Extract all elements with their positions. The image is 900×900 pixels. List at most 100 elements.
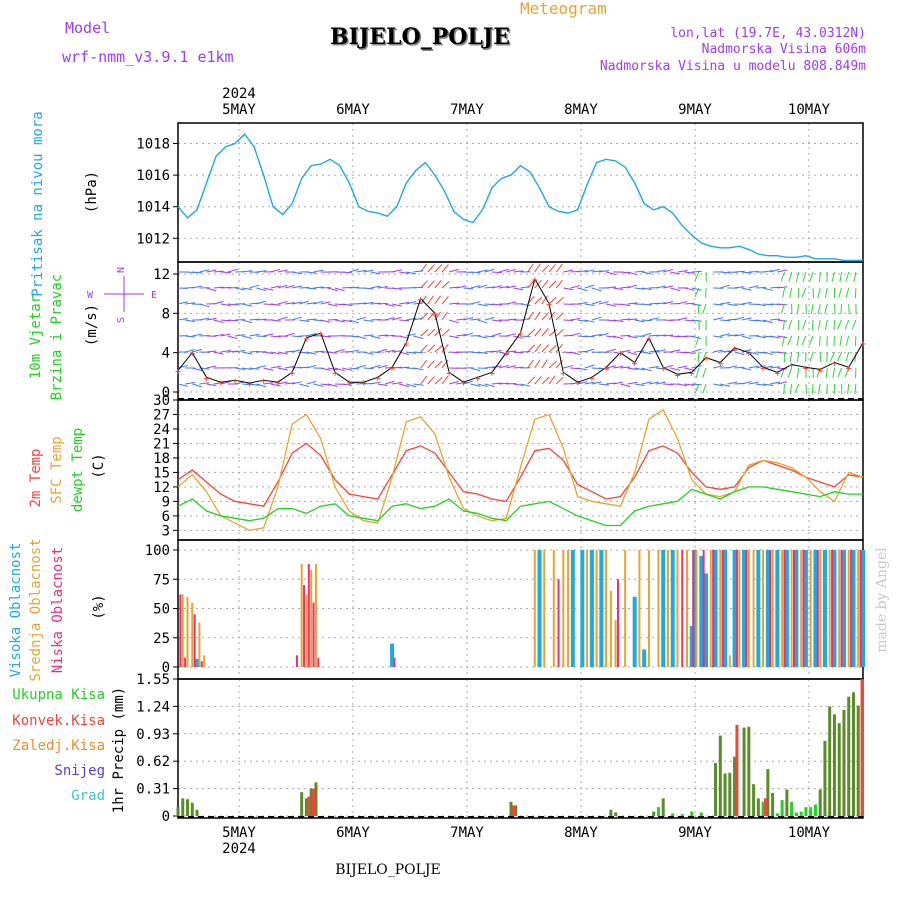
wind-gust-marker: + xyxy=(532,275,538,286)
pressure-series xyxy=(177,133,863,262)
precip-bar xyxy=(656,807,660,816)
wind-arrow xyxy=(513,366,524,369)
wind-arrow xyxy=(713,335,724,338)
wind-arrow xyxy=(770,335,781,339)
cloud-bar xyxy=(784,550,789,667)
wind-arrow xyxy=(548,280,557,289)
tick-label: 0 xyxy=(162,809,170,825)
wind-arrow xyxy=(620,334,631,337)
wind-arrow xyxy=(484,286,495,289)
tick-label: 0.93 xyxy=(136,727,170,743)
wind-arrow xyxy=(620,318,631,321)
wind-arrow xyxy=(613,287,624,291)
wind-arrow xyxy=(824,287,828,298)
wind-arrow xyxy=(691,383,702,386)
wind-arrow xyxy=(391,269,402,273)
wind-arrow xyxy=(697,303,700,315)
wind-arrow xyxy=(406,383,417,388)
wind-arrow xyxy=(220,303,231,307)
precip-frame xyxy=(177,678,864,819)
cloud-bar xyxy=(657,550,660,667)
cloud-bar xyxy=(752,550,755,667)
cloud-bar xyxy=(689,626,694,667)
wind-arrow xyxy=(235,334,246,337)
day-label-bottom: 5MAY xyxy=(222,825,256,841)
tick-label: 27 xyxy=(153,407,170,423)
wind-arrow xyxy=(227,319,238,322)
wind-arrow xyxy=(263,367,274,371)
cloud-bar xyxy=(723,550,728,667)
wind-arrow xyxy=(663,285,674,289)
wind-arrow xyxy=(591,333,602,337)
tick-label: 50 xyxy=(153,602,170,618)
wind-arrow xyxy=(420,280,428,289)
cloud-bar xyxy=(570,550,575,667)
wind-arrow xyxy=(434,295,441,305)
wind-arrow xyxy=(684,367,695,371)
precip-legend-snow: Snijeg xyxy=(54,763,105,779)
wind-arrow xyxy=(831,271,835,282)
wind-arrow xyxy=(449,302,460,305)
wind-arrow xyxy=(591,300,602,305)
wind-arrow xyxy=(577,301,588,305)
wind-arrow xyxy=(292,316,302,321)
wind-arrow xyxy=(192,271,203,274)
precip-bar xyxy=(186,799,190,816)
precip-bar xyxy=(860,679,864,816)
wind-arrow xyxy=(527,311,534,321)
tick-label: 4 xyxy=(162,346,170,362)
wind-arrow xyxy=(377,348,388,353)
wind-arrow xyxy=(670,335,681,338)
wind-arrow xyxy=(420,329,429,337)
wind-arrow xyxy=(811,383,814,395)
wind-arrow xyxy=(306,333,317,337)
pressure-ylabel: Pritisak na nivou mora xyxy=(30,111,46,296)
wind-gust-marker: + xyxy=(189,349,195,360)
wind-arrow xyxy=(598,270,609,273)
wind-arrow xyxy=(434,345,443,353)
wind-gust-marker: + xyxy=(375,373,381,384)
wind-arrow xyxy=(845,271,850,282)
wind-arrow xyxy=(570,285,581,289)
wind-arrow xyxy=(270,335,281,338)
wind-arrow xyxy=(555,343,563,353)
cloud-bar xyxy=(735,550,738,667)
cloud-bar xyxy=(617,579,620,667)
wind-arrow xyxy=(713,383,724,387)
wind-gust-marker: + xyxy=(204,373,210,384)
wind-arrow xyxy=(591,287,602,292)
cloud-bar xyxy=(647,550,650,667)
wind-arrow xyxy=(363,319,374,322)
wind-arrow xyxy=(249,318,260,321)
cloud-bar xyxy=(742,550,747,667)
wind-arrow xyxy=(697,351,700,363)
wind-arrow xyxy=(342,303,353,306)
wind-arrow xyxy=(185,349,195,353)
cloud-bar xyxy=(303,585,306,667)
wind-arrow xyxy=(702,351,707,362)
wind-arrow xyxy=(770,366,781,369)
wind-arrow xyxy=(470,383,481,387)
cloud-bar xyxy=(800,550,803,667)
wind-arrow xyxy=(727,365,738,369)
wind-arrow xyxy=(220,319,231,322)
wind-arrow xyxy=(406,351,417,354)
precip-bar xyxy=(809,807,813,816)
wind-arrow xyxy=(727,381,738,385)
precip-bar xyxy=(314,782,318,816)
wind-arrow xyxy=(613,381,624,385)
wind-arrow xyxy=(420,312,429,321)
wind-arrow xyxy=(727,303,738,307)
day-label-top: 10MAY xyxy=(788,102,831,118)
wind-arrow xyxy=(741,287,752,291)
wind-gust-marker: + xyxy=(303,334,309,345)
wind-arrow xyxy=(456,333,467,337)
wind-arrow xyxy=(470,318,481,321)
wind-arrow xyxy=(837,319,843,330)
cloud-bar xyxy=(841,550,846,667)
wind-arrow xyxy=(741,301,752,305)
wind-arrow xyxy=(548,264,556,273)
wind-arrow xyxy=(292,349,302,353)
wind-arrow xyxy=(506,382,517,385)
wind-arrow xyxy=(277,351,288,355)
